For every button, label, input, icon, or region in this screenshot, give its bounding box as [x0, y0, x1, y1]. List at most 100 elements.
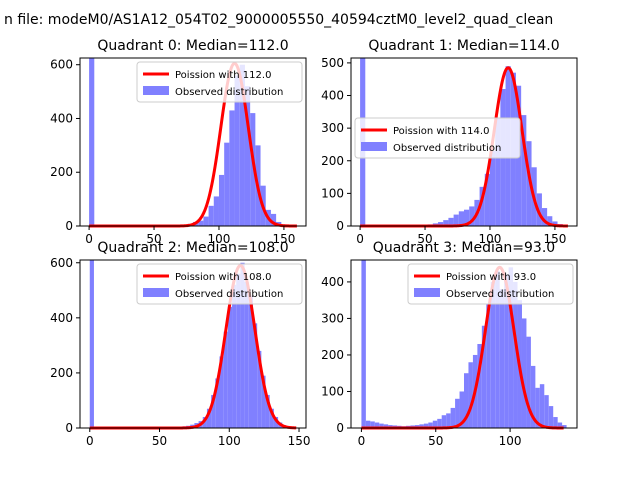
y-tick-label: 300 — [321, 311, 344, 325]
histogram-bar — [441, 415, 447, 428]
histogram-bar — [250, 113, 256, 226]
y-tick-label: 400 — [321, 89, 344, 103]
histogram-bar — [486, 303, 491, 428]
histogram-bar — [423, 423, 429, 428]
legend-box — [407, 263, 574, 305]
histogram-bar — [459, 391, 464, 428]
y-tick-label: 100 — [321, 186, 344, 200]
legend-bar-swatch — [414, 288, 440, 297]
y-tick-label: 400 — [50, 111, 73, 125]
histogram-bar — [437, 418, 442, 428]
histogram-bar — [203, 216, 209, 226]
histogram-bar — [548, 406, 554, 428]
histogram-bar — [229, 110, 235, 226]
histogram-bar — [453, 214, 459, 226]
histogram-bar — [481, 325, 487, 428]
histogram-bar — [526, 141, 532, 226]
legend-bar-swatch — [143, 288, 169, 297]
y-tick-label: 200 — [321, 154, 344, 168]
histogram-bar — [198, 220, 204, 226]
histogram-bar — [446, 413, 451, 428]
histogram-bar — [468, 362, 473, 428]
histogram-bar — [224, 142, 230, 226]
y-tick-label: 600 — [50, 256, 73, 270]
histogram-bar — [257, 350, 262, 428]
histogram-bar — [218, 174, 225, 226]
histogram-bar — [539, 384, 545, 428]
histogram-bar — [213, 196, 219, 226]
y-tick-label: 300 — [321, 121, 344, 135]
legend-box — [354, 117, 521, 159]
histogram-bar — [428, 422, 433, 428]
histogram-bar — [495, 270, 500, 428]
histogram-bar — [547, 216, 553, 226]
x-tick-label: 100 — [218, 434, 241, 448]
legend-label-poisson: Poission with 93.0 — [446, 272, 536, 283]
y-tick-label: 0 — [336, 219, 344, 233]
axes-frame — [79, 57, 307, 227]
histogram-bar — [379, 423, 384, 428]
histogram-bar — [562, 425, 567, 428]
histogram-bar — [504, 274, 509, 428]
x-tick-label: 100 — [479, 232, 502, 246]
histogram-bar — [477, 344, 482, 428]
y-tick-label: 200 — [50, 366, 73, 380]
x-tick-label: 0 — [85, 232, 93, 246]
legend-label-observed: Observed distribution — [175, 289, 283, 300]
histogram-bar — [541, 208, 548, 226]
histogram-bar — [383, 424, 389, 428]
histogram-bar — [438, 222, 444, 226]
y-tick-label: 400 — [50, 311, 73, 325]
axes-frame — [79, 259, 307, 429]
legend: Poission with 93.0 Observed distribution — [407, 263, 574, 305]
legend: Poission with 108.0 Observed distribution — [136, 263, 303, 305]
histogram-bar — [208, 205, 214, 226]
histogram-bar — [252, 323, 258, 428]
histogram-bar — [236, 273, 241, 428]
x-tick-label: 0 — [86, 434, 94, 448]
histogram-bar — [261, 375, 266, 428]
y-tick-label: 0 — [336, 421, 344, 435]
histogram-bar — [265, 394, 270, 428]
subplot-title: Quadrant 2: Median=108.0 — [97, 240, 288, 256]
histogram-bar — [464, 209, 470, 226]
y-tick-label: 400 — [321, 275, 344, 289]
axes-frame — [350, 57, 578, 227]
histogram-bar — [552, 221, 558, 226]
histogram-bar — [365, 420, 371, 428]
histogram-bar — [223, 331, 228, 428]
histogram-bar — [490, 281, 496, 428]
y-tick-label: 600 — [50, 58, 73, 72]
histogram-bar — [553, 417, 558, 428]
histogram-bar — [419, 424, 424, 428]
subplot-2: 0 50 100 150 0 200 400 600 Quadrant 2: Median=10… — [50, 240, 310, 448]
legend-label-observed: Observed distribution — [446, 289, 554, 300]
panels: 0 50 100 150 0 200 400 600 Quadrant 0: Median=11… — [50, 38, 578, 448]
legend-bar-swatch — [361, 142, 387, 151]
histogram-bar — [469, 206, 475, 226]
histogram-bar — [244, 282, 249, 428]
histogram-bar — [244, 86, 251, 226]
x-tick-label: 150 — [272, 232, 295, 246]
histogram-bar — [513, 281, 518, 428]
histogram-bar — [557, 422, 563, 428]
histogram-bar — [211, 394, 216, 428]
histogram-bar — [361, 260, 366, 428]
histogram-bar — [535, 387, 540, 428]
histogram-bar — [521, 318, 527, 428]
histogram-bar — [521, 115, 527, 226]
histogram-bar — [370, 421, 375, 428]
histogram-bar — [458, 211, 464, 226]
legend-bar-swatch — [143, 86, 169, 95]
histogram-bar — [499, 289, 505, 428]
subplot-title: Quadrant 3: Median=93.0 — [373, 240, 555, 256]
x-tick-label: 50 — [417, 232, 432, 246]
histogram-bar — [227, 306, 233, 428]
legend-label-poisson: Poission with 112.0 — [175, 70, 271, 81]
histogram-bar — [202, 416, 207, 428]
histogram-bar — [239, 64, 245, 226]
histogram-bar — [240, 262, 245, 428]
histogram-bar — [89, 58, 95, 226]
x-tick-label: 50 — [428, 434, 443, 448]
